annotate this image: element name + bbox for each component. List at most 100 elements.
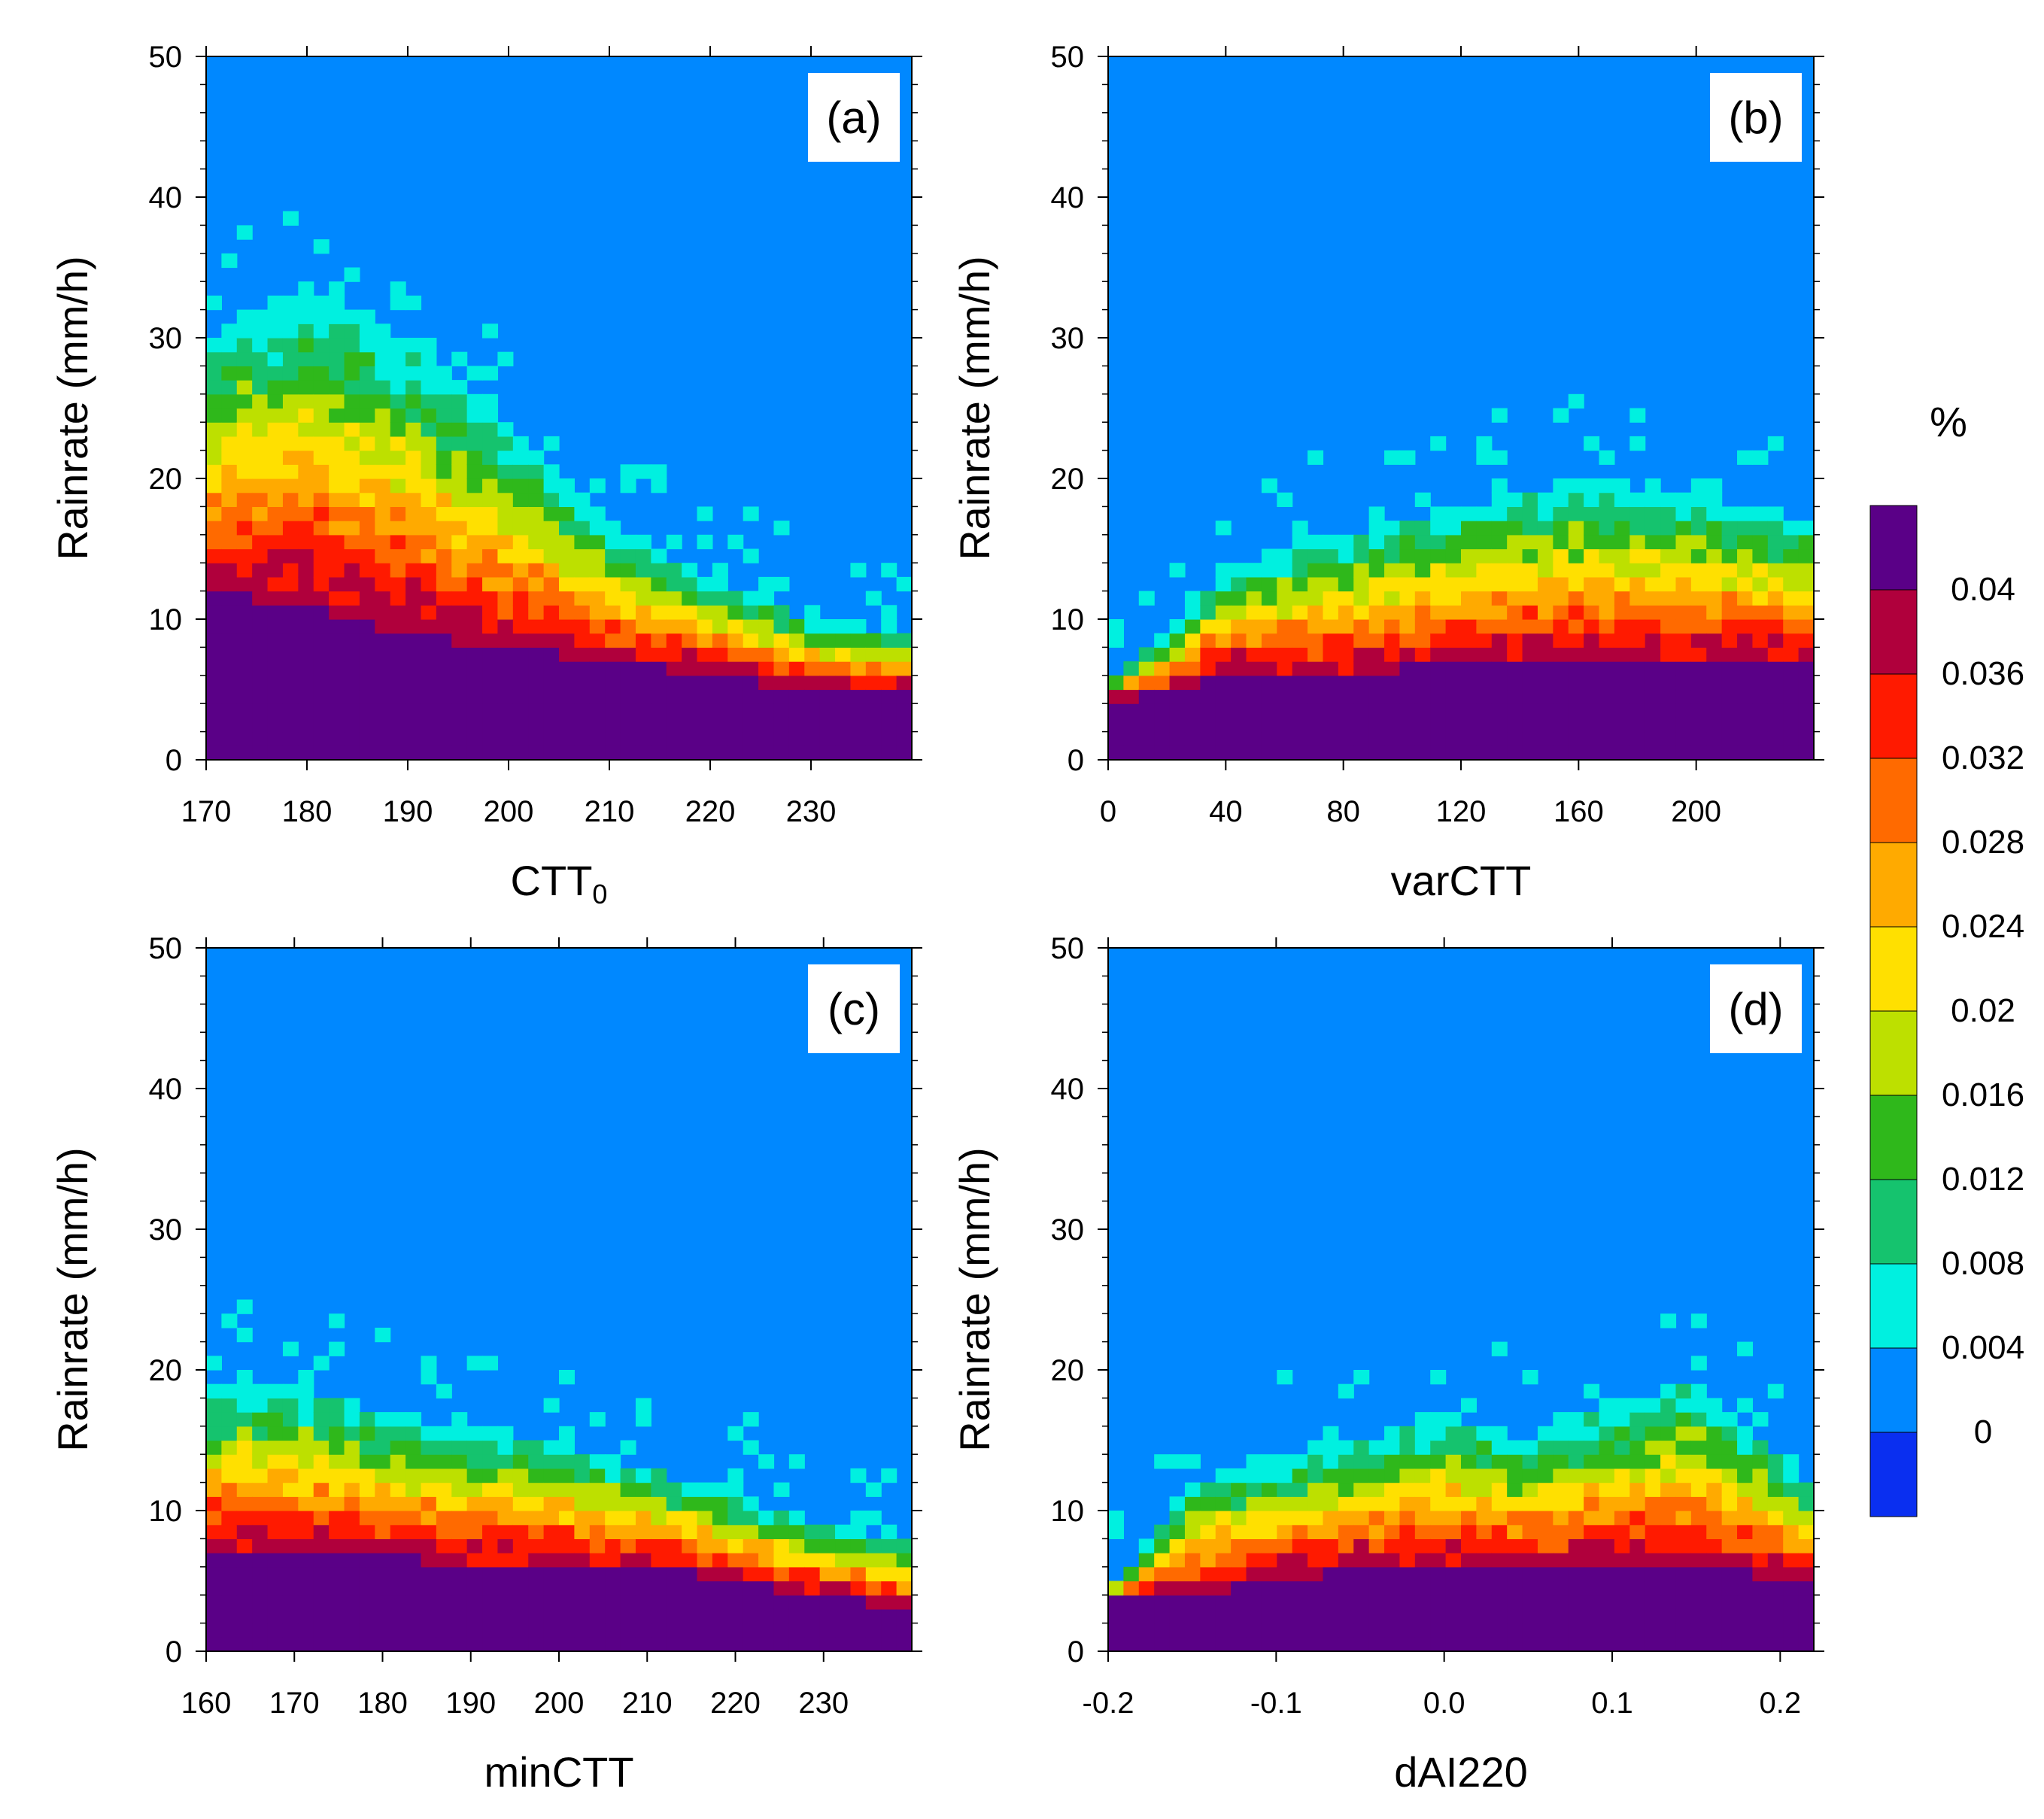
heatmap-cell bbox=[1414, 717, 1431, 733]
heatmap-cell bbox=[298, 1426, 314, 1441]
heatmap-cell bbox=[267, 323, 284, 339]
heatmap-cell bbox=[1721, 1496, 1738, 1511]
heatmap-cell bbox=[1660, 746, 1677, 761]
heatmap-cell bbox=[773, 1524, 790, 1539]
heatmap-cell bbox=[1568, 1454, 1584, 1469]
heatmap-cell bbox=[466, 521, 483, 536]
heatmap-cell bbox=[221, 675, 238, 691]
heatmap-cell bbox=[1522, 1538, 1538, 1553]
heatmap-cell bbox=[1629, 1412, 1646, 1427]
heatmap-cell bbox=[773, 746, 790, 761]
heatmap-cell bbox=[1353, 1454, 1370, 1469]
heatmap-cell bbox=[1384, 675, 1401, 691]
heatmap-cell bbox=[1507, 647, 1523, 662]
heatmap-cell bbox=[1200, 717, 1216, 733]
heatmap-cell bbox=[1645, 1637, 1661, 1652]
heatmap-cell bbox=[252, 1524, 269, 1539]
heatmap-cell bbox=[1737, 1637, 1754, 1652]
heatmap-cell bbox=[1629, 576, 1646, 592]
heatmap-cell bbox=[788, 1623, 805, 1638]
heatmap-cell bbox=[313, 309, 330, 324]
heatmap-cell bbox=[543, 1608, 560, 1624]
heatmap-cell bbox=[1690, 478, 1707, 493]
heatmap-cell bbox=[1184, 1553, 1201, 1568]
heatmap-cell bbox=[835, 717, 852, 733]
heatmap-cell bbox=[1476, 576, 1493, 592]
heatmap-cell bbox=[1675, 1623, 1692, 1638]
heatmap-cell bbox=[1706, 661, 1723, 676]
heatmap-cell bbox=[1154, 1623, 1171, 1638]
heatmap-cell bbox=[421, 1370, 437, 1385]
heatmap-cell bbox=[298, 521, 314, 536]
heatmap-cell bbox=[206, 1496, 222, 1511]
heatmap-cell bbox=[298, 591, 314, 606]
heatmap-cell bbox=[773, 647, 790, 662]
heatmap-cell bbox=[605, 1496, 621, 1511]
heatmap-cell bbox=[1215, 1623, 1232, 1638]
heatmap-cell bbox=[267, 1637, 284, 1652]
heatmap-cell bbox=[482, 1496, 499, 1511]
heatmap-cell bbox=[282, 1595, 299, 1610]
heatmap-cell bbox=[482, 1468, 499, 1483]
heatmap-cell bbox=[1231, 1566, 1247, 1582]
heatmap-cell bbox=[1307, 1608, 1324, 1624]
heatmap-cell bbox=[344, 1454, 360, 1469]
heatmap-cell bbox=[1798, 1511, 1815, 1526]
heatmap-cell bbox=[1721, 1553, 1738, 1568]
heatmap-cell bbox=[313, 1581, 330, 1596]
heatmap-cell bbox=[282, 1566, 299, 1582]
heatmap-cell bbox=[835, 689, 852, 704]
heatmap-cell bbox=[236, 408, 253, 423]
heatmap-cell bbox=[589, 1524, 606, 1539]
heatmap-cell bbox=[528, 1581, 545, 1596]
heatmap-cell bbox=[1614, 1412, 1630, 1427]
heatmap-cell bbox=[1430, 591, 1447, 606]
heatmap-cell bbox=[221, 647, 238, 662]
heatmap-cell bbox=[267, 351, 284, 366]
heatmap-cell bbox=[773, 1581, 790, 1596]
heatmap-cell bbox=[282, 619, 299, 634]
heatmap-cell bbox=[1675, 1637, 1692, 1652]
heatmap-cell bbox=[528, 450, 545, 465]
heatmap-cell bbox=[589, 619, 606, 634]
heatmap-cell bbox=[1783, 1608, 1800, 1624]
heatmap-cell bbox=[543, 1623, 560, 1638]
heatmap-cell bbox=[1231, 717, 1247, 733]
heatmap-cell bbox=[482, 436, 499, 451]
heatmap-cell bbox=[344, 464, 360, 479]
heatmap-cell bbox=[1368, 534, 1385, 550]
heatmap-cell bbox=[313, 338, 330, 353]
heatmap-cell bbox=[1215, 1482, 1232, 1497]
y-axis-title-d: Rainrate (mm/h) bbox=[951, 1147, 998, 1452]
heatmap-cell bbox=[1399, 731, 1416, 746]
heatmap-cell bbox=[1737, 521, 1754, 536]
heatmap-cell bbox=[1629, 1426, 1646, 1441]
heatmap-cell bbox=[1507, 1595, 1523, 1610]
heatmap-cell bbox=[1138, 675, 1155, 691]
heatmap-cell bbox=[1353, 647, 1370, 662]
heatmap-cell bbox=[1307, 1482, 1324, 1497]
heatmap-cell bbox=[1645, 1412, 1661, 1427]
y-tick-label: 50 bbox=[1051, 41, 1085, 74]
heatmap-cell bbox=[359, 717, 375, 733]
heatmap-cell bbox=[1645, 506, 1661, 521]
heatmap-cell bbox=[1123, 1566, 1140, 1582]
heatmap-cell bbox=[881, 1553, 897, 1568]
heatmap-cell bbox=[344, 717, 360, 733]
heatmap-cell bbox=[1767, 591, 1784, 606]
heatmap-cell bbox=[881, 633, 897, 648]
heatmap-cell bbox=[1399, 703, 1416, 718]
heatmap-cell bbox=[1798, 576, 1815, 592]
heatmap-cell bbox=[206, 1581, 222, 1596]
heatmap-cell bbox=[1491, 731, 1508, 746]
heatmap-cell bbox=[1690, 534, 1707, 550]
x-tick-label: 170 bbox=[269, 1687, 320, 1720]
heatmap-cell bbox=[1629, 717, 1646, 733]
heatmap-cell bbox=[1522, 1553, 1538, 1568]
heatmap-cell bbox=[589, 661, 606, 676]
heatmap-cell bbox=[1231, 1482, 1247, 1497]
heatmap-cell bbox=[682, 591, 698, 606]
heatmap-cell bbox=[221, 1608, 238, 1624]
heatmap-cell bbox=[543, 464, 560, 479]
heatmap-cell bbox=[881, 1566, 897, 1582]
